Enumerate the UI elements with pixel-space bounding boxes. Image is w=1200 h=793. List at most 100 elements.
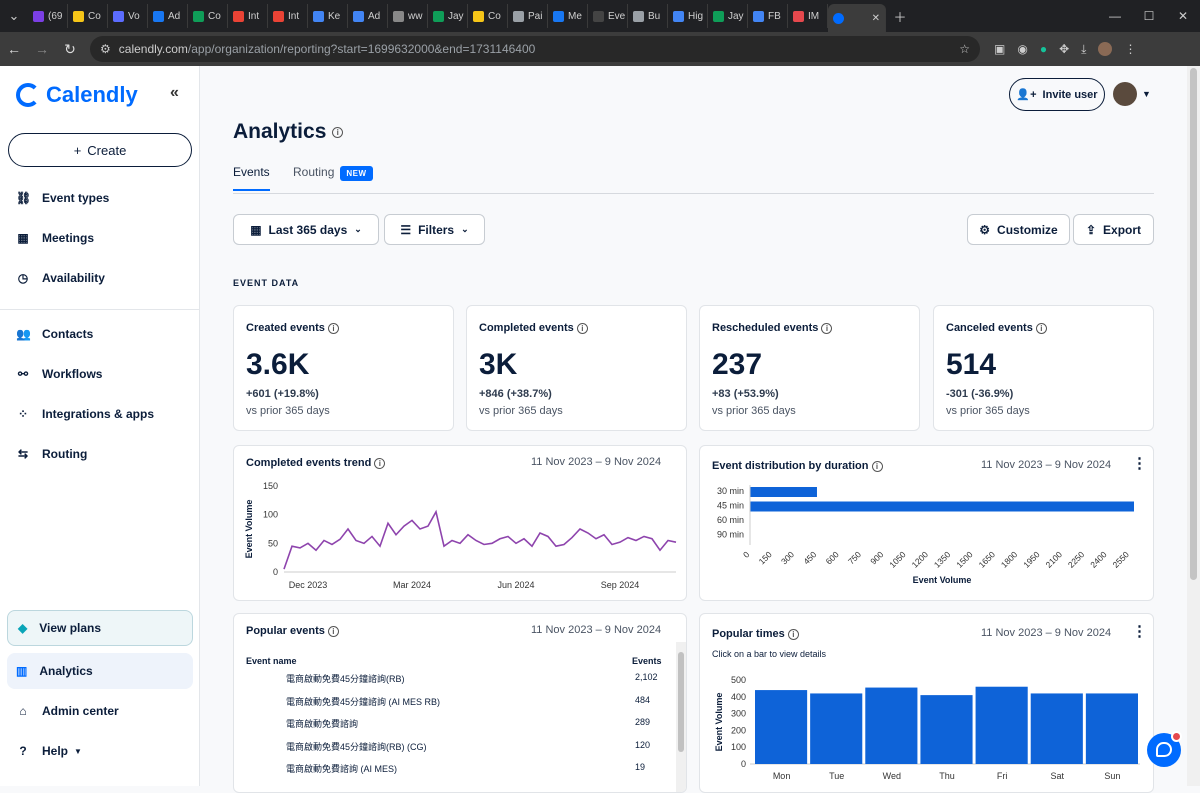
browser-tab[interactable]: FB — [748, 4, 788, 28]
day-bar[interactable] — [1085, 693, 1138, 764]
browser-tab[interactable]: Int — [228, 4, 268, 28]
table-row[interactable]: 電商啟動免費45分鐘諮詢(RB) (CG) 120 — [246, 740, 661, 762]
camera-icon[interactable]: ◉ — [1017, 42, 1028, 56]
tab-routing[interactable]: Routing NEW — [293, 165, 373, 181]
duration-bar[interactable] — [750, 487, 817, 497]
day-bar[interactable] — [755, 690, 808, 764]
info-icon[interactable]: i — [332, 126, 344, 138]
sidebar-item-analytics[interactable]: ▥ Analytics — [7, 653, 193, 689]
filters-dropdown[interactable]: ☰ Filters ⌄ — [384, 214, 485, 245]
brand-logo[interactable]: Calendly — [16, 82, 138, 108]
site-info-icon[interactable]: ⚙ — [100, 42, 111, 56]
browser-tab[interactable]: Jay — [708, 4, 748, 28]
reload-icon[interactable]: ↻ — [64, 40, 76, 57]
scrollbar-thumb[interactable] — [1190, 68, 1197, 580]
info-icon[interactable]: i — [576, 322, 588, 334]
day-bar[interactable] — [975, 686, 1028, 764]
browser-tab[interactable]: Ad — [148, 4, 188, 28]
create-button[interactable]: + Create — [8, 133, 192, 167]
browser-tab[interactable]: Pai — [508, 4, 548, 28]
browser-tab[interactable]: (69 — [28, 4, 68, 28]
close-window-icon[interactable]: ✕ — [1177, 9, 1189, 23]
browser-tab[interactable]: Me — [548, 4, 588, 28]
table-row[interactable]: 電商啟動免費諮詢 (AI MES) 19 — [246, 762, 661, 784]
browser-tab[interactable]: Eve — [588, 4, 628, 28]
minimize-icon[interactable]: — — [1109, 9, 1121, 23]
maximize-icon[interactable]: ☐ — [1143, 9, 1155, 23]
browser-tab[interactable]: Co — [68, 4, 108, 28]
day-bar[interactable] — [865, 687, 918, 764]
grammarly-icon[interactable]: ● — [1039, 42, 1048, 56]
info-icon[interactable]: i — [787, 628, 799, 640]
sidebar-item-help[interactable]: ? Help ▼ — [0, 731, 200, 771]
download-icon[interactable]: ⤓ — [1081, 41, 1087, 56]
x-tick-label: 300 — [779, 549, 796, 566]
browser-tab[interactable]: Hig — [668, 4, 708, 28]
day-bar[interactable] — [1030, 693, 1083, 764]
browser-tab[interactable]: Vo — [108, 4, 148, 28]
info-icon[interactable]: i — [327, 322, 339, 334]
x-tick-label: 1950 — [1021, 549, 1042, 570]
invite-user-button[interactable]: 👤+ Invite user — [1009, 78, 1105, 111]
info-icon[interactable]: i — [374, 457, 386, 469]
browser-tab[interactable]: ww — [388, 4, 428, 28]
sidebar-item-contacts[interactable]: 👥 Contacts — [0, 314, 200, 354]
extension-icon[interactable]: ▣ — [994, 42, 1006, 56]
browser-tab[interactable]: Co — [188, 4, 228, 28]
table-scrollbar[interactable] — [676, 642, 686, 792]
browser-tab[interactable]: Ad — [348, 4, 388, 28]
puzzle-icon[interactable]: ✥ — [1059, 42, 1070, 56]
browser-tab[interactable]: Bu — [628, 4, 668, 28]
scrollbar-thumb[interactable] — [678, 652, 684, 752]
browser-tab-active[interactable]: ✕ — [828, 4, 886, 32]
close-icon[interactable]: ✕ — [871, 12, 880, 24]
sidebar-item-workflows[interactable]: ⚯ Workflows — [0, 354, 200, 394]
forward-icon[interactable]: → — [35, 41, 49, 57]
back-icon[interactable]: ← — [7, 41, 21, 57]
info-icon[interactable]: i — [327, 625, 339, 637]
date-range-dropdown[interactable]: ▦ Last 365 days ⌄ — [233, 214, 379, 245]
address-bar[interactable]: ⚙ calendly.com/app/organization/reportin… — [90, 36, 980, 62]
info-icon[interactable]: i — [871, 460, 883, 472]
profile-icon[interactable] — [1098, 42, 1113, 56]
chat-button[interactable] — [1147, 731, 1182, 767]
y-tick-label: 100 — [263, 510, 278, 520]
browser-tab-label: Me — [568, 10, 582, 22]
duration-bar[interactable] — [750, 501, 1134, 512]
browser-tab[interactable]: IM — [788, 4, 828, 28]
day-bar[interactable] — [810, 693, 863, 764]
page-scrollbar[interactable] — [1187, 66, 1200, 786]
browser-tab[interactable]: Ke — [308, 4, 348, 28]
more-options-icon[interactable]: ⋮ — [1132, 623, 1147, 640]
sidebar-item-admin-center[interactable]: ⌂ Admin center — [0, 691, 200, 731]
browser-tab[interactable]: Jay — [428, 4, 468, 28]
table-row[interactable]: 電商啟動免費45分鐘諮詢(RB) 2,102 — [246, 672, 661, 694]
tab-events[interactable]: Events — [233, 165, 270, 191]
collapse-sidebar-icon[interactable]: « — [170, 84, 179, 101]
customize-button[interactable]: ⚙ Customize — [967, 214, 1070, 245]
new-tab-button[interactable]: ＋ — [886, 4, 914, 28]
x-tick-label: Tue — [829, 771, 844, 781]
sidebar-item-event-types[interactable]: ⛓ Event types — [0, 178, 200, 218]
table-row[interactable]: 電商啟動免費諮詢 289 — [246, 717, 661, 739]
export-button[interactable]: ⇪ Export — [1073, 214, 1154, 245]
info-icon[interactable]: i — [1035, 322, 1047, 334]
avatar[interactable] — [1113, 82, 1137, 106]
day-bar[interactable] — [920, 695, 973, 764]
sidebar-item-meetings[interactable]: ▦ Meetings — [0, 218, 200, 258]
caret-down-icon[interactable]: ▼ — [1142, 89, 1151, 99]
more-options-icon[interactable]: ⋮ — [1132, 455, 1147, 472]
star-icon[interactable]: ☆ — [959, 42, 970, 56]
info-icon[interactable]: i — [821, 322, 833, 334]
sidebar-item-integrations-apps[interactable]: ⁘ Integrations & apps — [0, 394, 200, 434]
menu-icon[interactable]: ⋮ — [1124, 42, 1137, 56]
browser-tab[interactable]: Int — [268, 4, 308, 28]
sidebar-item-routing[interactable]: ⇆ Routing — [0, 434, 200, 474]
table-row[interactable]: 電商啟動免費45分鐘諮詢 (AI MES RB) 484 — [246, 695, 661, 717]
x-tick-label: 750 — [846, 549, 863, 566]
browser-tab[interactable]: Co — [468, 4, 508, 28]
stat-label-text: Created events — [246, 322, 325, 334]
tab-search-button[interactable]: ⌄ — [0, 4, 28, 28]
sidebar-item-availability[interactable]: ◷ Availability — [0, 258, 200, 298]
view-plans-button[interactable]: ◆ View plans — [7, 610, 193, 646]
